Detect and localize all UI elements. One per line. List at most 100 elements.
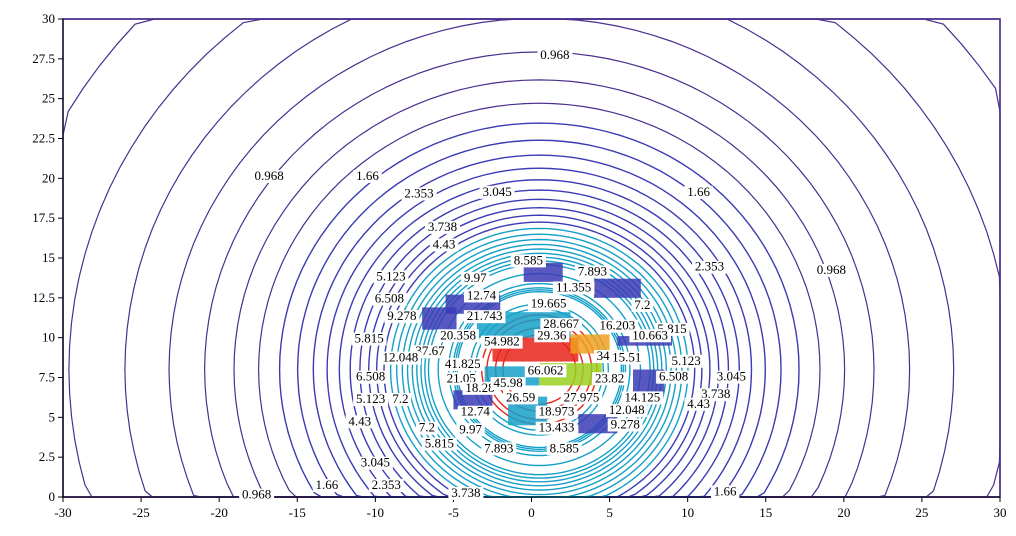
y-tick-label: 10 <box>42 330 55 345</box>
y-tick-label: 27.5 <box>32 51 55 66</box>
contour-label-text: 0.968 <box>540 47 569 62</box>
contour-label-text: 1.66 <box>356 168 379 183</box>
contour-label: 0.968 <box>251 168 287 183</box>
contour-label-bg <box>389 392 412 406</box>
contour-label-bg <box>629 329 671 343</box>
contour-label-bg <box>345 415 374 429</box>
contour-label-text: 1.66 <box>714 483 737 498</box>
contour-label-bg <box>596 319 639 333</box>
contour-label: 23.82 <box>592 370 628 386</box>
contour-label-text: 3.045 <box>361 455 390 470</box>
contour-line-16-895 <box>395 233 683 498</box>
contour-line-17-588 <box>401 238 677 498</box>
y-tick-label: 20 <box>42 170 55 185</box>
contour-label-bg <box>448 487 484 500</box>
contour-label-text: 5.123 <box>376 268 405 283</box>
contour-label-text: 7.893 <box>578 264 607 279</box>
contour-label-text: 2.353 <box>372 477 401 492</box>
contour-label-bg <box>462 381 498 395</box>
contour-label: 14.125 <box>621 389 664 405</box>
contour-label: 12.74 <box>457 404 493 419</box>
contour-label-text: 18.973 <box>539 404 575 419</box>
contour-label: 37.67 <box>412 343 448 359</box>
y-tick-label: 5 <box>49 409 56 424</box>
hotspot-cell-3 <box>422 307 457 330</box>
contour-label-text: 5.815 <box>354 330 383 345</box>
contour-label: 5.123 <box>373 268 409 284</box>
contour-label: 41.825 <box>441 356 484 371</box>
contour-label-bg <box>621 391 664 405</box>
contour-label: 29.36 <box>534 327 570 343</box>
contour-label-bg <box>457 405 493 419</box>
contour-label: 45.98 <box>490 375 526 391</box>
contour-label: 54.982 <box>481 334 523 349</box>
contour-label: 9.97 <box>461 270 490 285</box>
x-tick-label: -15 <box>289 505 306 520</box>
contour-label-bg <box>560 391 603 405</box>
contour-label-text: 1.66 <box>316 477 339 492</box>
hotspot-cell-11 <box>578 414 618 434</box>
contour-line-18-973 <box>411 248 667 491</box>
contour-label: 2.353 <box>368 477 404 493</box>
contour-label-bg <box>527 297 570 311</box>
contour-label-bg <box>540 318 582 332</box>
contour-label-bg <box>384 310 420 324</box>
contour-label-text: 29.36 <box>537 327 567 342</box>
x-tick-label: 20 <box>837 505 850 520</box>
contour-label-text: 6.508 <box>375 291 404 306</box>
contour-label-bg <box>429 238 459 252</box>
contour-label-bg <box>605 404 648 418</box>
contour-label: 3.045 <box>479 184 515 199</box>
contour-label-text: 12.048 <box>609 402 645 417</box>
contour-label-bg <box>373 270 409 284</box>
y-tick-label: 25 <box>42 91 55 106</box>
contour-label-text: 15.51 <box>612 350 641 365</box>
y-tick-label: 0 <box>49 489 56 504</box>
contour-label-text: 7.893 <box>484 440 513 455</box>
contour-label-text: 7.2 <box>392 391 408 406</box>
contour-label-bg <box>351 332 387 346</box>
contour-label-text: 8.585 <box>550 440 579 455</box>
contour-label: 27.975 <box>560 389 603 405</box>
contour-label: 5.123 <box>353 391 389 406</box>
contour-label-text: 14.125 <box>625 389 661 404</box>
contour-label-text: 0.968 <box>242 487 271 502</box>
contour-label-bg <box>537 48 573 62</box>
contour-label-text: 5.123 <box>356 391 385 406</box>
contour-label-bg <box>631 298 654 312</box>
contour-label-text: 11.355 <box>556 279 591 294</box>
contour-label: 2.353 <box>401 185 437 201</box>
x-tick-label: -10 <box>367 505 384 520</box>
contour-label-bg <box>424 220 460 234</box>
contour-label-text: 37.67 <box>415 343 445 358</box>
contour-label-text: 0.968 <box>255 168 284 183</box>
y-tick-label: 22.5 <box>32 131 55 146</box>
contour-label-text: 66.062 <box>528 362 564 377</box>
contour-label: 18.973 <box>535 404 578 419</box>
contour-label: 26.59 <box>503 389 539 405</box>
contour-label: 6.508 <box>656 369 692 384</box>
contour-label-text: 5.123 <box>671 353 700 368</box>
contour-label: 7.2 <box>389 391 412 406</box>
contour-label-text: 27.975 <box>564 389 600 404</box>
contour-label-bg <box>510 254 546 268</box>
contour-label: 13.433 <box>535 420 578 435</box>
contour-label-bg <box>461 271 490 285</box>
contour-label-text: 12.048 <box>382 350 418 365</box>
contour-label-text: 6.508 <box>659 369 688 384</box>
contour-label-text: 3.738 <box>428 219 457 234</box>
contour-label-text: 9.278 <box>611 416 640 431</box>
contour-label-bg <box>668 354 704 368</box>
contour-label-text: 3.045 <box>717 369 746 384</box>
contour-label: 4.43 <box>429 236 459 252</box>
contour-label: 7.893 <box>574 264 610 279</box>
contour-label-bg <box>441 357 484 371</box>
contour-label-bg <box>437 329 479 343</box>
contour-label-text: 12.74 <box>461 404 491 419</box>
contour-label: 11.355 <box>552 279 595 295</box>
contour-label: 5.815 <box>351 330 387 346</box>
contour-label-text: 12.74 <box>467 287 497 302</box>
y-tick-label: 15 <box>42 250 55 265</box>
contour-label: 6.508 <box>371 291 407 306</box>
contour-label-bg <box>481 442 517 456</box>
